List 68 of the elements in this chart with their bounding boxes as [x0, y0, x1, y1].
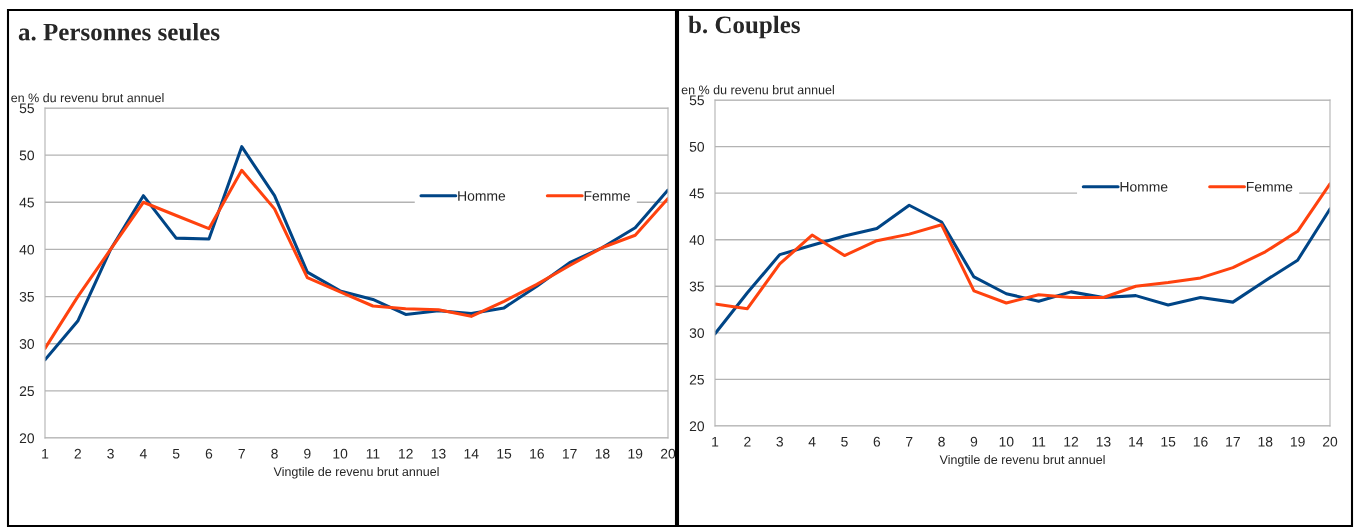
legend-label: Femme — [1246, 182, 1293, 192]
x-tick-label: 13 — [1096, 436, 1111, 447]
x-tick-label: 19 — [628, 448, 643, 459]
x-tick-label: 7 — [238, 448, 245, 459]
x-tick-label: 8 — [938, 436, 945, 447]
x-tick-label: 14 — [1129, 436, 1144, 447]
x-tick-label: 7 — [906, 436, 913, 447]
x-tick-label: 10 — [999, 436, 1014, 447]
y-tick-label: 25 — [19, 386, 34, 397]
x-tick-label: 6 — [205, 448, 213, 459]
x-tick-label: 15 — [1161, 436, 1176, 447]
x-tick-label: 13 — [431, 448, 446, 459]
y-tick-label: 30 — [19, 339, 35, 349]
x-tick-label: 3 — [776, 436, 783, 447]
chart-title: b. Couples — [688, 15, 800, 39]
x-tick-label: 6 — [873, 436, 881, 447]
y-tick-label: 20 — [689, 421, 705, 432]
x-tick-label: 11 — [366, 448, 380, 459]
x-tick-label: 17 — [1226, 436, 1240, 447]
x-tick-label: 10 — [333, 448, 348, 459]
y-tick-label: 50 — [689, 141, 705, 152]
line-series — [715, 182, 1330, 311]
y-tick-label: 40 — [19, 244, 35, 255]
x-tick-label: 1 — [712, 436, 719, 447]
x-tick-label: 5 — [841, 436, 848, 447]
y-tick-label: 25 — [689, 374, 704, 385]
x-tick-label: 12 — [399, 448, 413, 459]
x-tick-label: 14 — [464, 448, 479, 459]
legend-label: Homme — [1120, 182, 1168, 192]
x-tick-label: 1 — [42, 448, 49, 459]
x-tick-label: 9 — [304, 448, 311, 459]
y-tick-label: 55 — [19, 103, 34, 114]
y-axis-title: en % du revenu brut annuel — [11, 93, 164, 103]
x-tick-label: 11 — [1032, 436, 1046, 447]
x-tick-label: 8 — [271, 448, 278, 459]
y-tick-label: 40 — [689, 235, 705, 245]
x-tick-label: 15 — [497, 448, 512, 459]
x-tick-label: 2 — [744, 436, 751, 447]
x-tick-label: 18 — [595, 448, 610, 459]
y-tick-label: 35 — [689, 281, 704, 292]
legend-label: Femme — [584, 191, 630, 201]
x-tick-label: 5 — [172, 448, 180, 459]
x-tick-label: 2 — [74, 448, 81, 459]
x-axis-title: Vingtile de revenu brut annuel — [273, 466, 439, 479]
x-tick-label: 4 — [808, 436, 816, 447]
y-tick-label: 55 — [689, 95, 704, 106]
x-tick-label: 16 — [1193, 436, 1208, 447]
x-axis-title: Vingtile de revenu brut annuel — [939, 454, 1105, 467]
x-tick-label: 3 — [107, 448, 114, 459]
chart-title: a. Personnes seules — [18, 22, 220, 41]
x-tick-label: 20 — [1322, 436, 1338, 447]
y-tick-label: 45 — [689, 188, 704, 199]
y-tick-label: 45 — [19, 197, 34, 208]
legend-label: Homme — [458, 191, 506, 201]
y-tick-label: 30 — [689, 328, 705, 339]
x-tick-label: 17 — [562, 448, 577, 459]
x-tick-label: 19 — [1290, 436, 1305, 447]
x-tick-label: 18 — [1258, 436, 1273, 447]
x-tick-label: 9 — [970, 436, 978, 447]
x-tick-label: 12 — [1064, 436, 1079, 447]
x-tick-label: 16 — [530, 448, 544, 459]
y-tick-label: 35 — [19, 291, 34, 302]
y-tick-label: 50 — [19, 150, 35, 161]
line-series — [45, 168, 668, 350]
y-axis-title: en % du revenu brut annuel — [681, 85, 834, 95]
x-tick-label: 20 — [660, 448, 676, 459]
x-tick-label: 4 — [139, 448, 147, 459]
line-series — [715, 203, 1330, 336]
